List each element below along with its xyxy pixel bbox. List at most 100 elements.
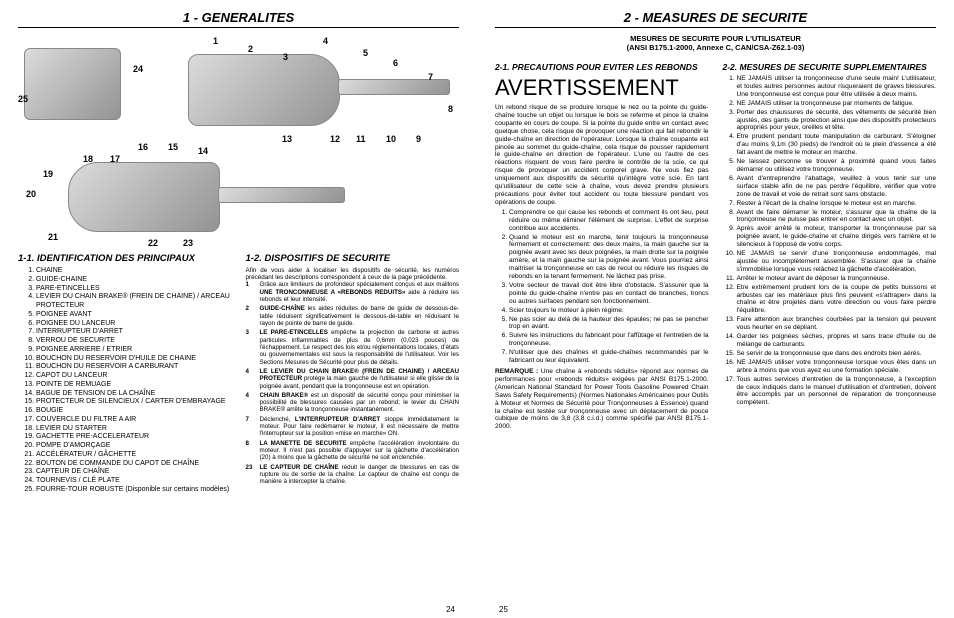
parts-list: CHAINEGUIDE-CHAINEPARE-ETINCELLESLEVIER … bbox=[18, 267, 232, 495]
callout-5: 5 bbox=[363, 48, 368, 58]
callout-18: 18 bbox=[83, 154, 93, 164]
prec22-item: Avant de faire démarrer le moteur, s'ass… bbox=[737, 209, 937, 225]
prec22-item: NE JAMAIS utiliser la tronçonneuse par m… bbox=[737, 100, 937, 108]
parts-item: BOUCHON DU RESERVOIR D'HUILE DE CHAINE bbox=[36, 355, 232, 364]
parts-item: POIGNEE AVANT bbox=[36, 311, 232, 320]
disp-item: 3LE PARE-ETINCELLES empêche la projectio… bbox=[246, 329, 460, 366]
callout-15: 15 bbox=[168, 142, 178, 152]
sec12-head: 1-2. DISPOSITIFS DE SECURITE bbox=[246, 253, 460, 264]
callout-14: 14 bbox=[198, 146, 208, 156]
parts-item: VERROU DE SECURITE bbox=[36, 337, 232, 346]
callout-19: 19 bbox=[43, 169, 53, 179]
parts-item: BAGUE DE TENSION DE LA CHAÎNE bbox=[36, 390, 232, 399]
callout-21: 21 bbox=[48, 232, 58, 242]
sec21-body: Un rebond risque de se produire lorsque … bbox=[495, 104, 709, 207]
callout-6: 6 bbox=[393, 58, 398, 68]
parts-item: PROTECTEUR DE SILENCIEUX / CARTER D'EMBR… bbox=[36, 398, 232, 407]
case-illustration bbox=[24, 48, 121, 120]
disp-item: 2GUIDE-CHAÎNE les aides réduites de barr… bbox=[246, 305, 460, 327]
chainsaw-bottom-bar bbox=[218, 187, 345, 203]
prec22-item: Tous autres services d'entretien de la t… bbox=[737, 376, 937, 408]
prec21-item: Votre secteur de travail doit être libre… bbox=[509, 282, 709, 306]
prec22-item: Etre extrêmement prudent lors de la coup… bbox=[737, 284, 937, 316]
callout-12: 12 bbox=[330, 134, 340, 144]
prec21-item: N'utiliser que des chaînes et guide-chaî… bbox=[509, 349, 709, 365]
prec21-item: Scier toujours le moteur à plein régime. bbox=[509, 307, 709, 315]
disp-item: 23LE CAPTEUR DE CHAÎNE réduit le danger … bbox=[246, 464, 460, 486]
section-2-2: 2-2. MESURES DE SECURITE SUPPLEMENTAIRES… bbox=[723, 58, 937, 618]
sec11-head: 1-1. IDENTIFICATION DES PRINCIPAUX bbox=[18, 253, 232, 264]
callout-20: 20 bbox=[26, 189, 36, 199]
prec22-item: NE JAMAIS utiliser votre tronçonneuse lo… bbox=[737, 359, 937, 375]
parts-item: COUVERCLE DU FILTRE A AIR bbox=[36, 416, 232, 425]
sec21-list: Comprendre ce qui cause les rebonds et c… bbox=[495, 209, 709, 365]
prec22-item: NE JAMAIS se servir d'une tronçonneuse e… bbox=[737, 250, 937, 274]
section-2-1: 2-1. PRECAUTIONS POUR EVITER LES REBONDS… bbox=[495, 58, 709, 618]
pagenum-right: 25 bbox=[499, 605, 508, 614]
parts-item: CAPTEUR DE CHAÎNE bbox=[36, 468, 232, 477]
parts-item: FOURRE-TOUR ROBUSTE (Disponible sur cert… bbox=[36, 486, 232, 495]
parts-item: POIGNEE DU LANCEUR bbox=[36, 320, 232, 329]
prec21-item: Comprendre ce qui cause les rebonds et c… bbox=[509, 209, 709, 233]
parts-item: GACHETTE PRE-ACCELERATEUR bbox=[36, 433, 232, 442]
right-subhead-1: MESURES DE SECURITE POUR L'UTILISATEUR bbox=[630, 34, 801, 43]
parts-item: BOUGIE bbox=[36, 407, 232, 416]
callout-13: 13 bbox=[282, 134, 292, 144]
chainsaw-bottom bbox=[68, 162, 220, 232]
parts-item: CHAINE bbox=[36, 267, 232, 276]
parts-item: POMPE D'AMORÇAGE bbox=[36, 442, 232, 451]
parts-item: LEVIER DU CHAIN BRAKE® (FREIN DE CHAINE)… bbox=[36, 293, 232, 311]
callout-10: 10 bbox=[386, 134, 396, 144]
callout-2: 2 bbox=[248, 44, 253, 54]
disp-list: 1Grâce aux limiteurs de profondeur spéci… bbox=[246, 281, 460, 485]
prec22-item: NE JAMAIS utiliser la tronçonneuse d'une… bbox=[737, 75, 937, 99]
sec22-list: NE JAMAIS utiliser la tronçonneuse d'une… bbox=[723, 75, 937, 407]
section-1-2: 1-2. DISPOSITIFS DE SECURITE Afin de vou… bbox=[246, 249, 460, 618]
disp-item: 8LA MANETTE DE SECURITE empêche l'accélé… bbox=[246, 440, 460, 462]
parts-item: LEVIER DU STARTER bbox=[36, 425, 232, 434]
parts-item: BOUCHON DU RESERVOIR A CARBURANT bbox=[36, 363, 232, 372]
callout-24: 24 bbox=[133, 64, 143, 74]
parts-item: GUIDE-CHAINE bbox=[36, 276, 232, 285]
prec22-item: Avant d'entreprendre l'abattage, veuille… bbox=[737, 175, 937, 199]
sec21-head: 2-1. PRECAUTIONS POUR EVITER LES REBONDS bbox=[495, 62, 709, 72]
right-subhead-2: (ANSI B175.1-2000, Annexe C, CAN/CSA-Z62… bbox=[627, 43, 805, 52]
parts-item: TOURNEVIS / CLÉ PLATE bbox=[36, 477, 232, 486]
callout-11: 11 bbox=[356, 134, 366, 144]
prec22-item: Porter des chaussures de sécurité, des v… bbox=[737, 109, 937, 133]
callout-23: 23 bbox=[183, 238, 193, 248]
sec21-remark: REMARQUE : Une chaîne à «rebonds réduits… bbox=[495, 368, 709, 431]
right-page: 2 - MEASURES DE SECURITE MESURES DE SECU… bbox=[477, 0, 954, 618]
sec12-intro: Afin de vous aider à localiser les dispo… bbox=[246, 267, 460, 281]
parts-item: BOUTON DE COMMANDE DU CAPOT DE CHAÎNE bbox=[36, 460, 232, 469]
prec21-item: Quand le moteur est en marche, tenir tou… bbox=[509, 234, 709, 281]
disp-item: 1Grâce aux limiteurs de profondeur spéci… bbox=[246, 281, 460, 303]
prec22-item: Rester à l'écart de la chaîne lorsque le… bbox=[737, 200, 937, 208]
prec22-item: Arrêter le moteur avant de déposer la tr… bbox=[737, 275, 937, 283]
callout-9: 9 bbox=[416, 134, 421, 144]
warning-heading: AVERTISSEMENT bbox=[495, 75, 709, 101]
prec22-item: Faire attention aux branches courbées pa… bbox=[737, 316, 937, 332]
callout-8: 8 bbox=[448, 104, 453, 114]
figure-area: 1 2 3 4 5 6 7 8 9 10 11 12 13 14 15 16 1… bbox=[18, 34, 459, 249]
parts-item: ACCÉLÉRATEUR / GÂCHETTE bbox=[36, 451, 232, 460]
prec22-item: Ne laissez personne se trouver à proximi… bbox=[737, 158, 937, 174]
right-title: 2 - MEASURES DE SECURITE bbox=[495, 10, 936, 28]
callout-22: 22 bbox=[148, 238, 158, 248]
prec22-item: Garder les poignées sèches, propres et s… bbox=[737, 333, 937, 349]
sec22-head: 2-2. MESURES DE SECURITE SUPPLEMENTAIRES bbox=[723, 62, 937, 72]
callout-17: 17 bbox=[110, 154, 120, 164]
chainsaw-top-bar bbox=[338, 79, 450, 95]
prec21-item: Ne pas scier au delà de la hauteur des é… bbox=[509, 316, 709, 332]
callout-25: 25 bbox=[18, 94, 28, 104]
prec22-item: Se servir de la tronçonneuse que dans de… bbox=[737, 350, 937, 358]
callout-7: 7 bbox=[428, 72, 433, 82]
left-title: 1 - GENERALITES bbox=[18, 10, 459, 28]
disp-item: 4CHAIN BRAKE® est un dispositif de sécur… bbox=[246, 392, 460, 414]
parts-item: PARE-ETINCELLES bbox=[36, 285, 232, 294]
prec22-item: Après avoir arrêté le moteur, transporte… bbox=[737, 225, 937, 249]
prec22-item: Etre prudent pendant toute manipulation … bbox=[737, 133, 937, 157]
disp-item: 4LE LEVIER DU CHAIN BRAKE® (FREIN DE CHA… bbox=[246, 368, 460, 390]
section-1-1: 1-1. IDENTIFICATION DES PRINCIPAUX CHAIN… bbox=[18, 249, 232, 618]
callout-1: 1 bbox=[213, 36, 218, 46]
